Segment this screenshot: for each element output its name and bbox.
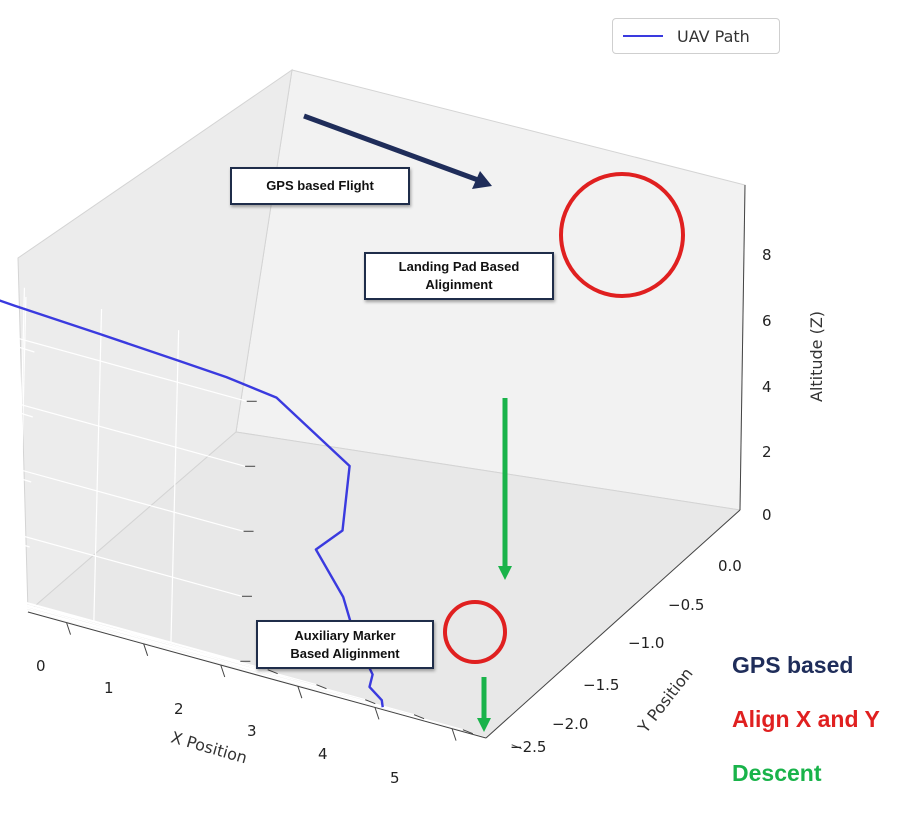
key-gps-based: GPS based: [732, 652, 854, 678]
gps-flight-arrowhead: [472, 171, 492, 189]
z-tick-label: 0: [762, 506, 772, 524]
grid-line: [0, 595, 268, 671]
tick-mark: [451, 728, 457, 741]
aux-marker-align-circle: [443, 600, 507, 664]
landing-pad-callout: Landing Pad Based Aliginment: [364, 252, 554, 300]
gps-flight-callout-text: GPS based Flight: [266, 178, 374, 194]
tick-mark: [365, 699, 376, 705]
y-tick-label: −1.0: [628, 634, 664, 652]
tick-mark: [413, 714, 425, 720]
landing-pad-callout-line1: Landing Pad Based: [398, 259, 520, 275]
tick-mark: [316, 684, 327, 690]
z-axis-label: Altitude (Z): [807, 311, 826, 402]
gps-flight-callout: GPS based Flight: [230, 167, 410, 205]
z-tick-label: 8: [762, 246, 772, 264]
tick-mark: [297, 686, 303, 699]
y-axis-label: Y Position: [634, 664, 697, 737]
tick-marks: [66, 400, 522, 750]
y-tick-label: −0.5: [668, 596, 704, 614]
y-tick-label: −2.0: [552, 715, 588, 733]
legend: UAV Path: [612, 18, 780, 54]
landing-pad-callout-line2: Aliginment: [425, 277, 493, 292]
grid-line: [0, 529, 243, 597]
tick-mark: [267, 669, 278, 675]
grid-line: [0, 332, 247, 402]
grid-line: [0, 594, 241, 662]
tick-mark: [511, 744, 522, 750]
grid-line: [0, 600, 415, 716]
z-axis-line: [739, 184, 746, 511]
grid-line: [0, 463, 244, 532]
aux-marker-callout-line1: Auxiliary Marker: [294, 627, 396, 643]
tick-mark: [143, 643, 149, 656]
x-tick-label: 1: [104, 679, 114, 697]
gps-flight-arrow: [303, 113, 479, 183]
x-axis-line: [27, 611, 487, 739]
grid-line: [0, 597, 317, 686]
key-align-xy: Align X and Y: [732, 706, 880, 732]
descent-arrowhead-lower: [477, 718, 491, 732]
z-tick-label: 6: [762, 312, 772, 330]
x-tick-label: 5: [390, 769, 400, 787]
legend-label: UAV Path: [677, 26, 750, 46]
y-tick-label: −2.5: [510, 738, 546, 756]
legend-line-swatch: [623, 35, 663, 37]
z-tick-label: 2: [762, 443, 772, 461]
aux-marker-callout: Auxiliary Marker Based Aliginment: [256, 620, 434, 669]
tick-mark: [66, 622, 72, 635]
tick-mark: [374, 707, 380, 720]
x-axis-label: X Position: [169, 728, 250, 768]
z-tick-label: 4: [762, 378, 772, 396]
tick-mark: [462, 729, 474, 735]
y-axis-line: [485, 509, 741, 739]
tick-mark: [220, 664, 226, 678]
landing-pad-align-circle: [559, 172, 685, 298]
descent-arrowhead-upper: [498, 566, 512, 580]
grid-line: [0, 598, 366, 701]
y-tick-label: 0.0: [718, 557, 742, 575]
x-tick-label: 0: [36, 657, 46, 675]
grid-line: [0, 601, 464, 731]
x-tick-label: 3: [247, 722, 257, 740]
y-tick-label: −1.5: [583, 676, 619, 694]
x-tick-label: 2: [174, 700, 184, 718]
aux-marker-callout-line2: Based Aliginment: [290, 645, 400, 661]
x-tick-label: 4: [318, 745, 328, 763]
grid-line: [0, 398, 246, 467]
uav-path-line: [0, 299, 384, 708]
key-descent: Descent: [732, 760, 822, 786]
